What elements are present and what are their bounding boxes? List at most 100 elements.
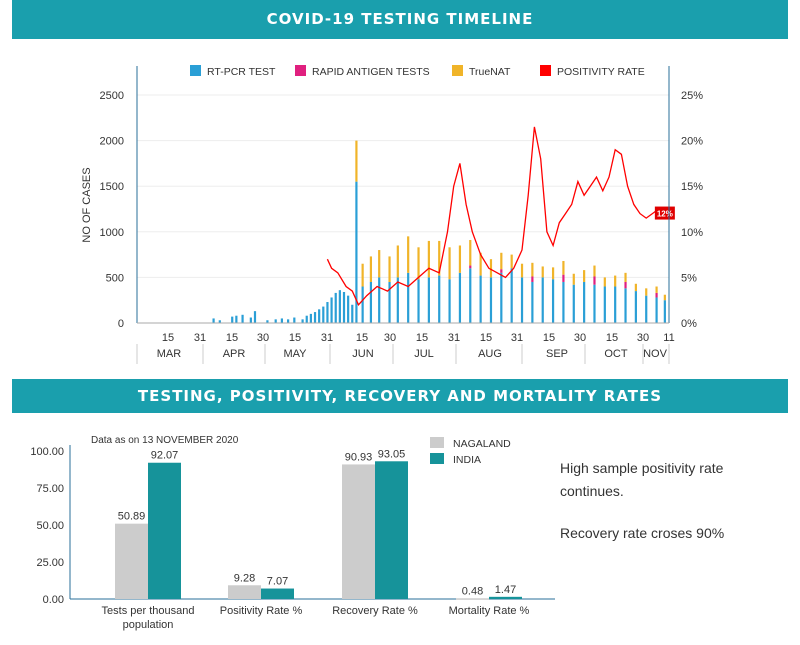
timeline-section-header: COVID-19 TESTING TIMELINE bbox=[12, 0, 788, 39]
rates-bar-label: 50.89 bbox=[118, 511, 146, 523]
x-month-label: MAY bbox=[283, 348, 307, 360]
timeline-bar bbox=[448, 279, 451, 323]
note-recovery: Recovery rate croses 90% bbox=[560, 525, 725, 541]
timeline-bar bbox=[305, 315, 308, 323]
x-tick-label: 15 bbox=[226, 332, 238, 344]
x-tick-label: 15 bbox=[480, 332, 492, 344]
timeline-bar bbox=[458, 272, 462, 323]
y2-tick-label: 20% bbox=[681, 136, 703, 148]
rates-legend-swatch bbox=[430, 437, 444, 448]
timeline-bar bbox=[624, 288, 627, 323]
positivity-line: 12% bbox=[326, 126, 675, 306]
timeline-bar bbox=[531, 262, 534, 277]
positivity-callout-box bbox=[654, 206, 675, 220]
timeline-bar bbox=[469, 240, 472, 266]
x-tick-label: 30 bbox=[384, 332, 396, 344]
timeline-bar bbox=[427, 277, 430, 323]
timeline-bar bbox=[448, 247, 451, 280]
x-tick-label: 15 bbox=[289, 332, 301, 344]
rates-subtitle: Data as on 13 NOVEMBER 2020 bbox=[91, 435, 239, 446]
x-tick-label: 15 bbox=[162, 332, 174, 344]
timeline-bar bbox=[313, 312, 317, 323]
timeline-bar bbox=[318, 309, 321, 323]
x-tick-label: 31 bbox=[511, 332, 523, 344]
timeline-bar bbox=[330, 297, 333, 323]
rates-category-label: Positivity Rate % bbox=[220, 605, 303, 617]
timeline-bar bbox=[479, 252, 482, 276]
timeline-bar bbox=[326, 302, 329, 323]
timeline-bar bbox=[355, 181, 358, 323]
timeline-bar bbox=[603, 277, 606, 287]
x-tick-label: 31 bbox=[194, 332, 206, 344]
timeline-bar bbox=[562, 260, 565, 275]
timeline-bar bbox=[249, 317, 252, 323]
timeline-bar bbox=[231, 316, 234, 323]
rates-bar-label: 90.93 bbox=[345, 451, 373, 463]
timeline-bar bbox=[378, 250, 381, 278]
timeline-bar bbox=[469, 268, 472, 323]
x-tick-label: 30 bbox=[574, 332, 586, 344]
timeline-bar bbox=[541, 277, 544, 323]
x-tick-label: 30 bbox=[257, 332, 269, 344]
timeline-bar bbox=[266, 320, 269, 323]
rates-bar bbox=[115, 523, 148, 599]
rates-y-tick-label: 75.00 bbox=[36, 483, 64, 495]
y2-tick-label: 0% bbox=[681, 318, 697, 330]
y-tick-label: 2500 bbox=[100, 90, 124, 102]
rates-y-tick-label: 100.00 bbox=[30, 446, 64, 458]
timeline-bar bbox=[347, 295, 350, 323]
legend-swatch bbox=[190, 65, 201, 76]
y-tick-label: 0 bbox=[118, 318, 124, 330]
timeline-bar bbox=[572, 273, 575, 285]
timeline-bar bbox=[562, 274, 565, 282]
rates-bar-label: 9.28 bbox=[234, 572, 255, 584]
timeline-bar bbox=[655, 297, 658, 323]
rates-y-tick-label: 50.00 bbox=[36, 520, 64, 532]
timeline-bar bbox=[274, 319, 277, 323]
timeline-bar bbox=[287, 319, 290, 323]
timeline-bar bbox=[218, 320, 221, 323]
timeline-bar bbox=[355, 140, 358, 182]
rates-category-label: Mortality Rate % bbox=[449, 605, 530, 617]
x-tick-label: 30 bbox=[637, 332, 649, 344]
x-month-label: JUN bbox=[352, 348, 373, 360]
timeline-bar bbox=[655, 286, 658, 293]
timeline-bar bbox=[361, 286, 364, 323]
legend-label: TrueNAT bbox=[469, 66, 511, 78]
timeline-bar bbox=[293, 317, 296, 323]
timeline-bar bbox=[645, 295, 648, 323]
x-tick-label: 15 bbox=[356, 332, 368, 344]
timeline-bar bbox=[500, 272, 503, 323]
x-tick-label: 15 bbox=[416, 332, 428, 344]
timeline-bar bbox=[369, 281, 373, 323]
rates-bar bbox=[228, 585, 261, 599]
timeline-bar bbox=[407, 272, 410, 323]
timeline-bar bbox=[634, 291, 637, 323]
rates-bar bbox=[456, 598, 489, 600]
y-tick-label: 1500 bbox=[100, 181, 124, 193]
x-tick-label: 31 bbox=[448, 332, 460, 344]
legend-label: RAPID ANTIGEN TESTS bbox=[312, 66, 430, 78]
timeline-bar bbox=[500, 252, 503, 270]
timeline-bar bbox=[583, 270, 586, 282]
timeline-bar bbox=[396, 245, 399, 278]
y-tick-label: 500 bbox=[106, 272, 124, 284]
timeline-bar bbox=[342, 291, 346, 323]
x-month-label: APR bbox=[223, 348, 246, 360]
timeline-bar bbox=[624, 281, 627, 289]
timeline-bar bbox=[572, 284, 575, 323]
rates-section-header: TESTING, POSITIVITY, RECOVERY AND MORTAL… bbox=[12, 379, 788, 413]
legend-swatch bbox=[540, 65, 551, 76]
rates-legend-label: NAGALAND bbox=[453, 438, 511, 450]
rates-y-tick-label: 0.00 bbox=[43, 594, 64, 606]
timeline-bar bbox=[614, 275, 617, 287]
rates-legend-swatch bbox=[430, 453, 444, 464]
timeline-bar bbox=[593, 265, 596, 277]
timeline-bar bbox=[361, 263, 364, 287]
timeline-bar bbox=[510, 254, 513, 269]
x-tick-label: 11 bbox=[663, 332, 674, 344]
timeline-bar bbox=[351, 304, 354, 323]
timeline-axes: 0 500 1000 1500 2000 2500 0% 5% 10% 15% 20% 25% NO O… bbox=[81, 66, 703, 364]
timeline-bar bbox=[551, 279, 555, 323]
y2-tick-label: 5% bbox=[681, 272, 697, 284]
